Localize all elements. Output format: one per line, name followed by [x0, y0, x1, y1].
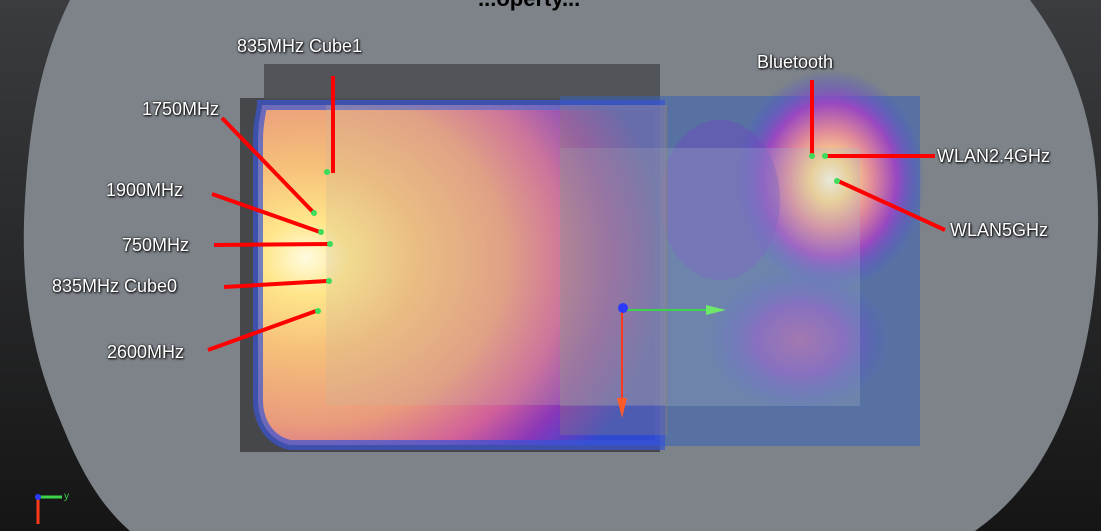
orientation-triad: y — [35, 491, 69, 524]
probe-wlan24 — [822, 153, 828, 159]
svg-text:y: y — [64, 491, 69, 502]
probe-wlan5 — [834, 178, 840, 184]
label-wlan5ghz: WLAN5GHz — [950, 220, 1049, 240]
label-835mhz-cube1: 835MHz Cube1 — [237, 36, 363, 56]
heatmap-left — [258, 105, 660, 445]
cube-volume-right — [560, 148, 860, 406]
heatmap-left-rim — [253, 100, 665, 450]
label-bluetooth: Bluetooth — [757, 52, 834, 72]
heatmap-right-mid — [660, 120, 780, 280]
label-750mhz: 750MHz — [122, 235, 190, 255]
heatmap-right-lower — [710, 270, 890, 410]
probe-1750 — [311, 210, 317, 216]
label-wlan24ghz: WLAN2.4GHz — [937, 146, 1051, 166]
probe-points — [311, 153, 840, 314]
local-axes — [617, 303, 726, 418]
cube-volume-left — [326, 105, 666, 405]
label-1900mhz: 1900MHz — [106, 180, 184, 200]
label-835mhz-cube0: 835MHz Cube0 — [52, 276, 178, 296]
cube-volume-center — [560, 105, 668, 435]
probe-cube1 — [324, 169, 330, 175]
probe-750 — [327, 241, 333, 247]
label-2600mhz: 2600MHz — [107, 342, 185, 362]
probe-bluetooth — [809, 153, 815, 159]
callout-lines — [207, 76, 946, 352]
probe-1900 — [318, 229, 324, 235]
probe-2600 — [315, 308, 321, 314]
heatmap-right-hotspot — [735, 70, 925, 290]
probe-cube0 — [326, 278, 332, 284]
view-title: ...operty... — [478, 0, 580, 11]
label-1750mhz: 1750MHz — [142, 99, 220, 119]
